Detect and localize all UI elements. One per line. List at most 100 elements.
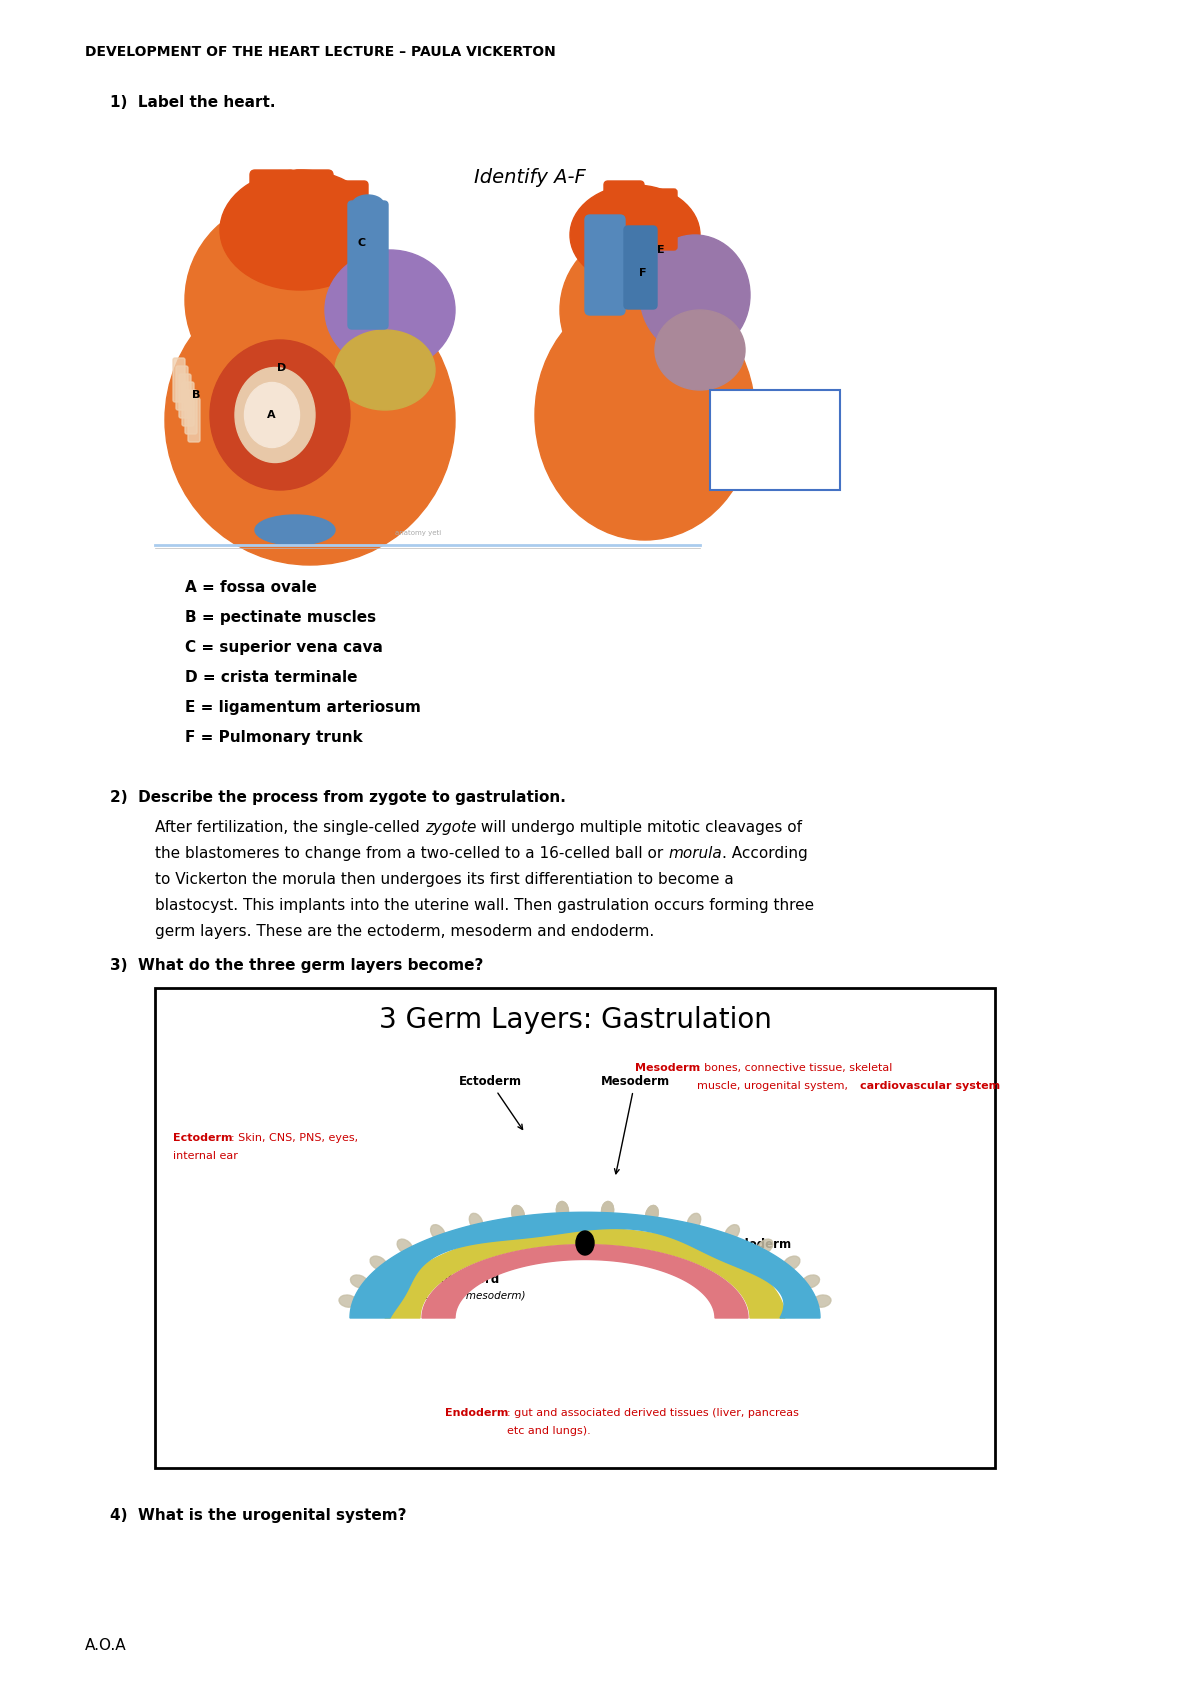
Text: (Part of the mesoderm): (Part of the mesoderm)	[404, 1290, 526, 1301]
FancyBboxPatch shape	[173, 358, 185, 402]
Text: Mesoderm: Mesoderm	[600, 1075, 670, 1173]
Ellipse shape	[245, 382, 300, 448]
Text: Identify A-F: Identify A-F	[474, 168, 586, 187]
Ellipse shape	[340, 1296, 356, 1307]
Text: B = pectinate muscles: B = pectinate muscles	[185, 610, 376, 625]
Text: DEVELOPMENT OF THE HEART LECTURE – PAULA VICKERTON: DEVELOPMENT OF THE HEART LECTURE – PAULA…	[85, 46, 556, 59]
Text: : gut and associated derived tissues (liver, pancreas: : gut and associated derived tissues (li…	[508, 1408, 799, 1418]
FancyBboxPatch shape	[176, 367, 188, 409]
Ellipse shape	[325, 250, 455, 370]
Text: blastocyst. This implants into the uterine wall. Then gastrulation occurs formin: blastocyst. This implants into the uteri…	[155, 898, 814, 914]
Text: D: D	[277, 363, 287, 374]
Text: 3 Germ Layers: Gastrulation: 3 Germ Layers: Gastrulation	[378, 1005, 772, 1034]
Text: F: F	[640, 268, 647, 278]
Ellipse shape	[210, 340, 350, 491]
Ellipse shape	[397, 1240, 413, 1255]
FancyBboxPatch shape	[293, 170, 334, 245]
FancyBboxPatch shape	[332, 182, 368, 245]
Text: F = Pulmonary trunk: F = Pulmonary trunk	[185, 730, 362, 745]
Text: E: E	[658, 245, 665, 255]
Polygon shape	[422, 1245, 748, 1318]
Ellipse shape	[535, 290, 755, 540]
Ellipse shape	[511, 1206, 524, 1223]
Ellipse shape	[757, 1240, 773, 1255]
Text: E = ligamentum arteriosum: E = ligamentum arteriosum	[185, 700, 421, 715]
Text: germ layers. These are the ectoderm, mesoderm and endoderm.: germ layers. These are the ectoderm, mes…	[155, 924, 654, 939]
Ellipse shape	[814, 1296, 830, 1307]
FancyBboxPatch shape	[348, 200, 388, 329]
Ellipse shape	[350, 1275, 368, 1287]
Ellipse shape	[601, 1202, 613, 1219]
Text: morula: morula	[668, 846, 722, 861]
Text: Ectoderm: Ectoderm	[458, 1075, 522, 1129]
Text: to Vickerton the morula then undergoes its first differentiation to become a: to Vickerton the morula then undergoes i…	[155, 873, 733, 886]
FancyBboxPatch shape	[646, 188, 677, 250]
Ellipse shape	[646, 1206, 659, 1223]
Text: A.O.A: A.O.A	[85, 1639, 127, 1652]
Text: Endoderm: Endoderm	[445, 1408, 509, 1418]
Text: D = crista terminale: D = crista terminale	[185, 671, 358, 684]
Text: etc and lungs).: etc and lungs).	[508, 1426, 590, 1437]
Ellipse shape	[185, 200, 385, 401]
Ellipse shape	[166, 275, 455, 565]
Ellipse shape	[335, 329, 436, 409]
Text: . According: . According	[722, 846, 808, 861]
Text: B: B	[192, 391, 200, 401]
FancyBboxPatch shape	[155, 988, 995, 1469]
Ellipse shape	[235, 367, 314, 462]
FancyBboxPatch shape	[710, 391, 840, 491]
Text: Ectoderm: Ectoderm	[173, 1133, 233, 1143]
FancyBboxPatch shape	[624, 226, 658, 309]
Ellipse shape	[655, 311, 745, 391]
Ellipse shape	[688, 1214, 701, 1231]
Ellipse shape	[802, 1275, 820, 1287]
Ellipse shape	[646, 1206, 659, 1223]
Text: cardiovascular system: cardiovascular system	[860, 1082, 1000, 1092]
FancyBboxPatch shape	[250, 170, 295, 255]
Polygon shape	[385, 1228, 785, 1318]
Text: : bones, connective tissue, skeletal: : bones, connective tissue, skeletal	[697, 1063, 893, 1073]
Ellipse shape	[725, 1224, 739, 1241]
FancyBboxPatch shape	[185, 391, 197, 435]
Text: zygote: zygote	[425, 820, 476, 835]
Ellipse shape	[570, 185, 700, 285]
Text: After fertilization, the single-celled: After fertilization, the single-celled	[155, 820, 425, 835]
Text: will undergo multiple mitotic cleavages of: will undergo multiple mitotic cleavages …	[476, 820, 802, 835]
FancyBboxPatch shape	[604, 182, 644, 256]
Text: Mesoderm: Mesoderm	[635, 1063, 700, 1073]
Text: C = superior vena cava: C = superior vena cava	[185, 640, 383, 655]
Ellipse shape	[640, 234, 750, 355]
Text: A: A	[266, 409, 275, 419]
Ellipse shape	[601, 1202, 613, 1219]
Ellipse shape	[469, 1214, 482, 1231]
Text: 1)  Label the heart.: 1) Label the heart.	[110, 95, 276, 110]
Text: 4)  What is the urogenital system?: 4) What is the urogenital system?	[110, 1508, 407, 1523]
Ellipse shape	[511, 1206, 524, 1223]
FancyBboxPatch shape	[179, 374, 191, 418]
Ellipse shape	[431, 1224, 445, 1241]
Text: 3)  What do the three germ layers become?: 3) What do the three germ layers become?	[110, 958, 484, 973]
Ellipse shape	[557, 1202, 569, 1219]
Ellipse shape	[560, 229, 720, 391]
Polygon shape	[350, 1212, 820, 1318]
Ellipse shape	[784, 1257, 800, 1270]
Text: the blastomeres to change from a two-celled to a 16-celled ball or: the blastomeres to change from a two-cel…	[155, 846, 668, 861]
Text: internal ear: internal ear	[173, 1151, 238, 1161]
Ellipse shape	[370, 1257, 386, 1270]
Text: anatomy yeti: anatomy yeti	[395, 530, 442, 537]
FancyBboxPatch shape	[188, 397, 200, 441]
Ellipse shape	[352, 195, 384, 216]
FancyBboxPatch shape	[586, 216, 625, 316]
Text: 2)  Describe the process from zygote to gastrulation.: 2) Describe the process from zygote to g…	[110, 790, 566, 805]
Text: : Skin, CNS, PNS, eyes,: : Skin, CNS, PNS, eyes,	[230, 1133, 358, 1143]
Ellipse shape	[576, 1231, 594, 1255]
Ellipse shape	[557, 1202, 569, 1219]
FancyBboxPatch shape	[182, 382, 194, 426]
Text: muscle, urogenital system,: muscle, urogenital system,	[697, 1082, 852, 1092]
Text: C: C	[358, 238, 366, 248]
Text: A = fossa ovale: A = fossa ovale	[185, 581, 317, 594]
Ellipse shape	[220, 170, 380, 290]
Text: Endoderm: Endoderm	[725, 1238, 792, 1251]
Text: Notochord: Notochord	[431, 1274, 499, 1285]
Ellipse shape	[256, 514, 335, 545]
